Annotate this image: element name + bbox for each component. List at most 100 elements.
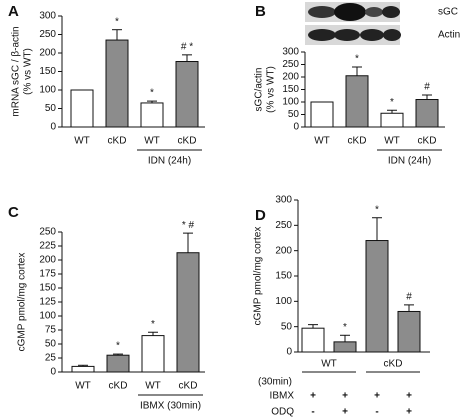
y-tick-label: 75 bbox=[45, 325, 57, 336]
y-tick-label: 225 bbox=[39, 241, 56, 252]
y-tick-label: 0 bbox=[293, 122, 299, 133]
y-tick-label: 200 bbox=[282, 72, 299, 83]
y-tick-label: 300 bbox=[39, 11, 56, 22]
y-tick-label: 0 bbox=[50, 122, 56, 133]
blot-band bbox=[365, 7, 383, 17]
bar bbox=[140, 102, 164, 128]
bar bbox=[397, 310, 421, 353]
y-axis-label: (% vs WT) bbox=[23, 48, 34, 95]
western-blot bbox=[305, 2, 401, 45]
treatment-sign: + bbox=[342, 391, 348, 402]
y-tick-label: 250 bbox=[275, 220, 292, 231]
bar bbox=[365, 240, 389, 353]
blot-band bbox=[308, 29, 336, 41]
y-tick-label: 100 bbox=[282, 97, 299, 108]
y-tick-label: 250 bbox=[39, 227, 56, 238]
y-axis-label: sGC/actin bbox=[254, 68, 265, 112]
y-tick-label: 300 bbox=[275, 195, 292, 206]
y-tick-label: 50 bbox=[288, 109, 300, 120]
x-tick-label: cKD bbox=[348, 136, 367, 147]
y-tick-label: 0 bbox=[50, 367, 56, 378]
bar bbox=[106, 354, 130, 373]
y-tick-label: 175 bbox=[39, 269, 56, 280]
x-tick-label: cKD bbox=[109, 381, 128, 392]
blot-label: sGC bbox=[438, 7, 458, 18]
x-tick-label: WT bbox=[145, 381, 161, 392]
y-tick-label: 150 bbox=[39, 283, 56, 294]
treatment-sign: + bbox=[342, 407, 348, 418]
x-tick-label: WT bbox=[384, 136, 400, 147]
y-tick-label: 300 bbox=[282, 47, 299, 58]
group-label: IDN (24h) bbox=[148, 156, 191, 167]
treatment-sign: - bbox=[375, 407, 378, 418]
y-tick-label: 150 bbox=[39, 66, 56, 77]
significance-marker: * bbox=[390, 97, 394, 108]
y-tick-label: 250 bbox=[282, 59, 299, 70]
significance-marker: * bbox=[150, 88, 154, 99]
y-tick-label: 50 bbox=[45, 339, 57, 350]
y-tick-label: 50 bbox=[45, 103, 57, 114]
blot-band bbox=[334, 3, 366, 21]
panel-label: B bbox=[255, 3, 266, 20]
significance-marker: # bbox=[424, 82, 430, 93]
x-tick-label: cKD bbox=[179, 381, 198, 392]
group-label: IBMX (30min) bbox=[140, 401, 201, 412]
significance-marker: * bbox=[115, 16, 119, 27]
bar bbox=[141, 335, 165, 373]
treatment-sign: + bbox=[310, 391, 316, 402]
bar bbox=[71, 365, 95, 373]
x-tick-label: cKD bbox=[178, 136, 197, 147]
y-tick-label: 125 bbox=[39, 297, 56, 308]
significance-marker: # bbox=[406, 292, 412, 303]
group-label: cKD bbox=[384, 359, 403, 370]
table-note: (30min) bbox=[258, 377, 292, 388]
bar bbox=[176, 252, 200, 373]
significance-marker: * bbox=[343, 322, 347, 333]
treatment-sign: + bbox=[406, 407, 412, 418]
bar bbox=[105, 39, 129, 128]
y-tick-label: 50 bbox=[281, 321, 293, 332]
panel-label: A bbox=[8, 3, 19, 20]
treatment-sign: - bbox=[311, 407, 314, 418]
bar bbox=[345, 75, 369, 128]
y-tick-label: 0 bbox=[286, 347, 292, 358]
y-tick-label: 25 bbox=[45, 353, 57, 364]
significance-marker: * bbox=[355, 54, 359, 65]
group-label: IDN (24h) bbox=[388, 156, 431, 167]
blot-band bbox=[308, 6, 336, 18]
bar bbox=[333, 341, 357, 353]
y-axis-label: cGMP pmol/mg cortex bbox=[17, 253, 28, 352]
treatment-sign: + bbox=[406, 391, 412, 402]
bar bbox=[70, 89, 94, 128]
significance-marker: # * bbox=[181, 41, 193, 52]
significance-marker: * bbox=[151, 319, 155, 330]
x-tick-label: cKD bbox=[108, 136, 127, 147]
bar bbox=[301, 327, 325, 353]
bar bbox=[310, 101, 334, 128]
blot-band bbox=[334, 29, 360, 41]
panel-label: C bbox=[8, 204, 19, 221]
treatment-sign: + bbox=[374, 391, 380, 402]
x-tick-label: WT bbox=[314, 136, 330, 147]
group-label: WT bbox=[321, 359, 337, 370]
significance-marker: * bbox=[375, 204, 379, 215]
y-tick-label: 200 bbox=[39, 48, 56, 59]
y-tick-label: 100 bbox=[275, 296, 292, 307]
significance-marker: * # bbox=[182, 220, 195, 231]
bar bbox=[380, 112, 404, 128]
bar bbox=[415, 99, 439, 128]
blot-band bbox=[360, 29, 384, 41]
y-axis-label: mRNA sGC / β-actin bbox=[11, 26, 22, 116]
bar bbox=[175, 61, 199, 128]
x-tick-label: cKD bbox=[418, 136, 437, 147]
y-axis-label: (% vs WT) bbox=[266, 66, 277, 113]
x-tick-label: WT bbox=[144, 136, 160, 147]
y-tick-label: 200 bbox=[39, 255, 56, 266]
y-tick-label: 150 bbox=[275, 271, 292, 282]
blot-band bbox=[383, 29, 401, 41]
row-label: IBMX bbox=[270, 391, 295, 402]
y-tick-label: 100 bbox=[39, 311, 56, 322]
x-tick-label: WT bbox=[74, 136, 90, 147]
y-tick-label: 150 bbox=[282, 84, 299, 95]
